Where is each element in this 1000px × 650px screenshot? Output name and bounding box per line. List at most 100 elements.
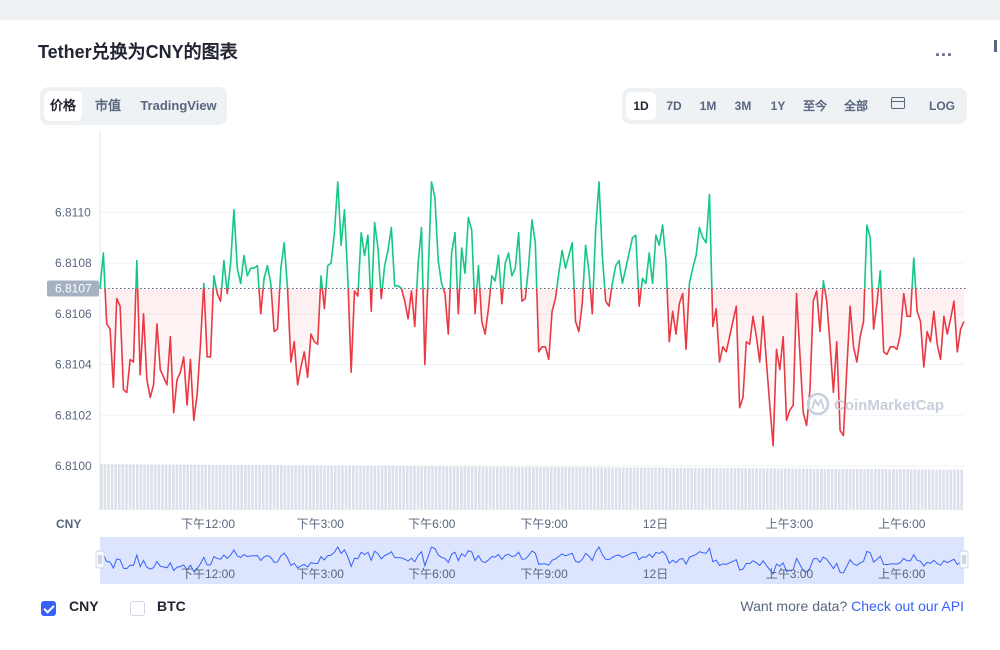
volume-bar: [564, 467, 567, 510]
range-7d[interactable]: 7D: [666, 99, 682, 113]
range-1m[interactable]: 1M: [699, 99, 717, 113]
volume-bar: [935, 469, 938, 510]
volume-bar: [514, 466, 517, 510]
volume-bar: [146, 464, 150, 510]
volume-bar: [712, 468, 715, 510]
btc-checkbox[interactable]: [130, 601, 145, 616]
volume-bar: [618, 467, 621, 510]
volume-bar: [625, 467, 629, 510]
volume-bar: [683, 467, 686, 510]
volume-bar: [265, 465, 269, 510]
volume-bar: [899, 469, 902, 510]
volume-bar: [791, 468, 794, 510]
volume-bar: [863, 469, 866, 510]
tab-price[interactable]: 价格: [44, 91, 82, 121]
volume-bar: [431, 466, 434, 510]
volume-bar: [272, 465, 276, 510]
volume-bar: [287, 465, 290, 510]
log-scale-button[interactable]: LOG: [929, 99, 955, 113]
time-range-tabs: 1D 7D 1M 3M 1Y 至今 全部 LOG: [622, 88, 967, 124]
x-tick-label: 下午3:00: [297, 517, 345, 531]
range-navigator[interactable]: 下午12:00 下午3:00 下午6:00 下午9:00 12日 上午3:00 上午6:00: [95, 537, 969, 584]
volume-bar: [236, 464, 240, 510]
volume-bar: [798, 468, 801, 510]
volume-bar: [794, 468, 798, 510]
volume-bar: [398, 466, 402, 510]
volume-bar: [902, 469, 906, 510]
volume-bar: [247, 465, 251, 510]
volume-bar: [215, 464, 218, 510]
more-options-icon[interactable]: ...: [935, 40, 954, 60]
volume-bar: [143, 464, 146, 510]
volume-bar: [355, 465, 359, 510]
volume-bar: [168, 464, 171, 510]
navigator-left-handle[interactable]: [95, 550, 105, 569]
volume-bar: [409, 466, 413, 510]
volume-bar: [784, 468, 787, 510]
volume-bar: [524, 466, 528, 510]
x-tick-label: 下午12:00: [181, 517, 235, 531]
volume-bar: [517, 466, 521, 510]
volume-bar: [258, 465, 261, 510]
y-tick-label: 6.8106: [55, 307, 92, 321]
volume-bar: [251, 465, 254, 510]
volume-bar: [834, 468, 837, 510]
volume-bar: [773, 468, 776, 510]
volume-bar: [305, 465, 308, 510]
volume-bar: [856, 469, 859, 510]
y-tick-label: 6.8102: [55, 408, 92, 422]
volume-bar: [204, 464, 207, 510]
volume-bar: [164, 464, 168, 510]
volume-bar: [686, 467, 690, 510]
range-1d[interactable]: 1D: [626, 92, 656, 120]
api-link[interactable]: Check out our API: [851, 598, 964, 614]
volume-bar: [262, 465, 265, 510]
volume-bar: [233, 464, 236, 510]
range-all[interactable]: 全部: [843, 99, 868, 113]
volume-bar: [636, 467, 639, 510]
coinmarketcap-logo-icon: [806, 392, 830, 416]
volume-bar: [211, 464, 215, 510]
volume-bar: [690, 467, 693, 510]
volume-bar: [960, 469, 963, 510]
volume-bar: [874, 469, 877, 510]
range-1y[interactable]: 1Y: [770, 99, 786, 113]
tab-market-cap[interactable]: 市值: [94, 98, 121, 113]
range-ytd[interactable]: 至今: [802, 99, 827, 113]
volume-bar: [604, 467, 607, 510]
cny-checkbox[interactable]: [41, 601, 56, 616]
top-strip: [0, 0, 1000, 20]
baseline-tag-box: [47, 280, 99, 297]
volume-bar: [460, 466, 463, 510]
volume-bar: [190, 464, 193, 510]
volume-bar: [949, 469, 953, 510]
volume-bar: [434, 466, 438, 510]
volume-bar: [938, 469, 942, 510]
grid-lines: [99, 130, 964, 510]
area-fills: [100, 181, 964, 446]
navigator-tick-label: 12日: [643, 567, 668, 581]
x-tick-label: 下午6:00: [408, 517, 456, 531]
calendar-icon[interactable]: [891, 97, 905, 109]
volume-bar: [467, 466, 470, 510]
volume-bar: [229, 464, 233, 510]
volume-bar: [323, 465, 326, 510]
volume-bar: [226, 464, 229, 510]
volume-bar: [830, 468, 834, 510]
volume-bar: [917, 469, 920, 510]
volume-bar: [269, 465, 272, 510]
volume-bar: [575, 467, 578, 510]
tab-tradingview[interactable]: TradingView: [140, 98, 217, 113]
volume-bar: [337, 465, 341, 510]
volume-bar: [578, 467, 582, 510]
volume-bar: [650, 467, 654, 510]
range-3m[interactable]: 3M: [734, 99, 752, 113]
volume-bar: [413, 466, 416, 510]
navigator-right-handle[interactable]: [959, 550, 969, 569]
volume-bar: [308, 465, 312, 510]
volume-bar: [931, 469, 935, 510]
volume-bar: [744, 468, 747, 510]
coinmarketcap-watermark: CoinMarketCap: [806, 392, 944, 416]
volume-bar: [740, 468, 744, 510]
volume-bar: [359, 465, 362, 510]
